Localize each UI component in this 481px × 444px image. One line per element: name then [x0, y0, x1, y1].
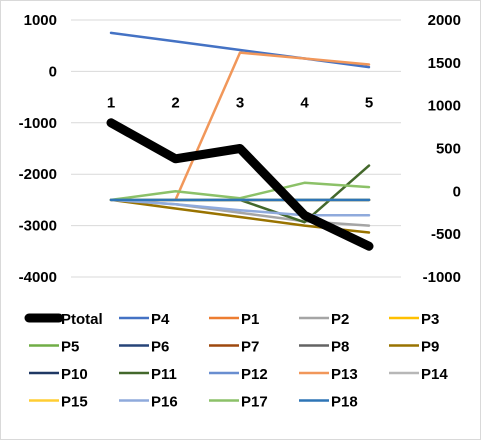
legend: Ptotal P4 P1 P2 P3 P5 P6 P7 P8 P9 P10 P11 P12 P13 P14 P… [24, 311, 448, 411]
category-axis: 1 2 3 4 5 [107, 94, 373, 111]
legend-label: P12 [241, 366, 268, 383]
secondary-y-tick-label: 1500 [428, 55, 461, 72]
gridlines [71, 19, 401, 278]
legend-label: P16 [151, 394, 178, 411]
secondary-y-axis: 2000 1500 1000 500 0 -500 -1000 [423, 12, 461, 286]
legend-entry-p1: P1 [209, 311, 259, 328]
series-layer [106, 31, 374, 251]
secondary-y-tick-label: 0 [453, 183, 461, 200]
legend-label: P15 [61, 394, 88, 411]
legend-label: P11 [151, 366, 177, 383]
legend-label: P3 [421, 311, 439, 328]
legend-label: P17 [241, 394, 268, 411]
legend-label: P18 [331, 394, 358, 411]
secondary-y-tick-label: -1000 [423, 269, 461, 286]
legend-entry-p18: P18 [299, 394, 358, 411]
secondary-y-tick-label: 2000 [428, 12, 461, 29]
legend-label: P13 [331, 366, 358, 383]
legend-label: Ptotal [61, 311, 103, 328]
legend-label: P7 [241, 339, 259, 356]
legend-label: P8 [331, 339, 349, 356]
series-line-p2 [109, 198, 371, 227]
legend-label: P5 [61, 339, 79, 356]
legend-entry-p7: P7 [209, 339, 259, 356]
legend-entry-p14: P14 [389, 366, 448, 383]
secondary-y-tick-label: 1000 [428, 98, 461, 115]
category-tick-label: 1 [107, 94, 115, 111]
secondary-y-tick-label: -500 [431, 226, 461, 243]
primary-y-tick-label: -1000 [19, 115, 57, 132]
category-tick-label: 2 [171, 94, 179, 111]
legend-entry-p15: P15 [29, 394, 88, 411]
legend-entry-p9: P9 [389, 339, 439, 356]
primary-y-tick-label: -3000 [19, 218, 57, 235]
legend-label: P6 [151, 339, 169, 356]
series-line-p16 [109, 198, 371, 217]
legend-entry-p3: P3 [389, 311, 439, 328]
primary-y-tick-label: 0 [49, 63, 57, 80]
primary-y-axis: 1000 0 -1000 -2000 -3000 -4000 [19, 12, 57, 286]
legend-label: P1 [241, 311, 259, 328]
secondary-y-tick-label: 500 [436, 141, 461, 158]
legend-entry-p16: P16 [119, 394, 178, 411]
legend-entry-ptotal: Ptotal [24, 311, 103, 328]
category-tick-label: 3 [236, 94, 244, 111]
primary-y-tick-label: -4000 [19, 269, 57, 286]
legend-entry-p2: P2 [299, 311, 349, 328]
legend-entry-p8: P8 [299, 339, 349, 356]
primary-y-tick-label: 1000 [24, 12, 57, 29]
legend-entry-p11: P11 [119, 366, 177, 383]
category-tick-label: 5 [365, 94, 373, 111]
legend-label: P14 [421, 366, 448, 383]
legend-entry-p5: P5 [29, 339, 79, 356]
series-line-ptotal [106, 118, 374, 251]
legend-entry-p4: P4 [119, 311, 170, 328]
series-line-p17 [109, 181, 371, 202]
legend-entry-p6: P6 [119, 339, 169, 356]
category-tick-label: 4 [300, 94, 309, 111]
legend-entry-p10: P10 [29, 366, 88, 383]
legend-label: P4 [151, 311, 170, 328]
legend-label: P9 [421, 339, 439, 356]
legend-label: P10 [61, 366, 88, 383]
legend-entry-p13: P13 [299, 366, 358, 383]
primary-y-tick-label: -2000 [19, 166, 57, 183]
legend-label: P2 [331, 311, 349, 328]
legend-entry-p17: P17 [209, 394, 268, 411]
series-line-p13 [109, 51, 371, 202]
legend-entry-p12: P12 [209, 366, 268, 383]
